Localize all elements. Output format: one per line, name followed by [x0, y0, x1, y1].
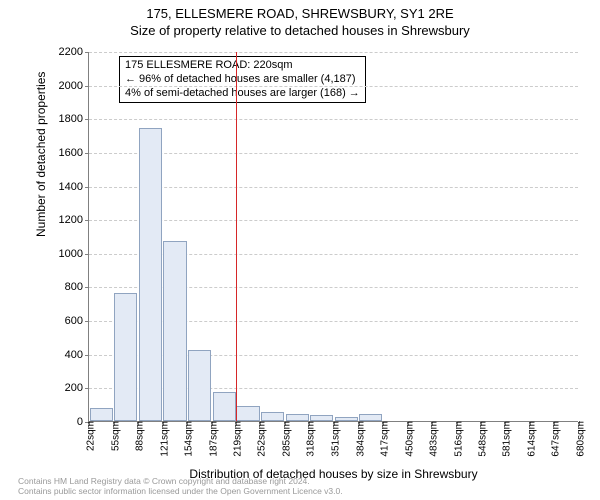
- gridline-h: [89, 52, 578, 53]
- histogram-bar: [310, 415, 333, 421]
- gridline-h: [89, 220, 578, 221]
- plot-area: Number of detached properties Distributi…: [88, 52, 578, 422]
- ytick-label: 2000: [59, 80, 89, 92]
- xtick-label: 252sqm: [253, 421, 268, 457]
- annotation-line: 4% of semi-detached houses are larger (1…: [125, 87, 360, 101]
- gridline-h: [89, 321, 578, 322]
- xtick-label: 351sqm: [327, 421, 342, 457]
- histogram-bar: [261, 412, 284, 421]
- chart-title-sub: Size of property relative to detached ho…: [0, 23, 600, 38]
- histogram-bar: [213, 392, 236, 421]
- xtick-label: 187sqm: [204, 421, 219, 457]
- footer-line1: Contains HM Land Registry data © Crown c…: [18, 476, 343, 486]
- annotation-box: 175 ELLESMERE ROAD: 220sqm← 96% of detac…: [119, 56, 366, 103]
- gridline-h: [89, 287, 578, 288]
- gridline-h: [89, 86, 578, 87]
- ytick-label: 1000: [59, 248, 89, 260]
- xtick-label: 88sqm: [131, 421, 146, 451]
- gridline-h: [89, 254, 578, 255]
- xtick-label: 516sqm: [449, 421, 464, 457]
- ytick-label: 200: [65, 382, 89, 394]
- ytick-label: 1600: [59, 147, 89, 159]
- histogram-bar: [335, 417, 358, 421]
- xtick-label: 483sqm: [425, 421, 440, 457]
- annotation-line: 175 ELLESMERE ROAD: 220sqm: [125, 59, 360, 73]
- ytick-label: 400: [65, 349, 89, 361]
- xtick-label: 55sqm: [106, 421, 121, 451]
- xtick-label: 285sqm: [277, 421, 292, 457]
- ytick-label: 1400: [59, 181, 89, 193]
- xtick-label: 614sqm: [522, 421, 537, 457]
- xtick-label: 417sqm: [376, 421, 391, 457]
- y-axis-label: Number of detached properties: [34, 71, 48, 236]
- gridline-h: [89, 187, 578, 188]
- gridline-h: [89, 355, 578, 356]
- xtick-label: 384sqm: [351, 421, 366, 457]
- histogram-bar: [114, 293, 137, 421]
- annotation-line: ← 96% of detached houses are smaller (4,…: [125, 73, 360, 87]
- chart-wrap: Number of detached properties Distributi…: [60, 52, 590, 450]
- chart-title-block: 175, ELLESMERE ROAD, SHREWSBURY, SY1 2RE…: [0, 0, 600, 38]
- xtick-label: 318sqm: [302, 421, 317, 457]
- histogram-bar: [139, 128, 162, 421]
- histogram-bar: [359, 414, 382, 421]
- xtick-label: 680sqm: [572, 421, 587, 457]
- xtick-label: 450sqm: [400, 421, 415, 457]
- histogram-bar: [163, 241, 186, 421]
- gridline-h: [89, 119, 578, 120]
- ytick-label: 1800: [59, 113, 89, 125]
- gridline-h: [89, 153, 578, 154]
- ytick-label: 600: [65, 315, 89, 327]
- footer-attribution: Contains HM Land Registry data © Crown c…: [18, 476, 343, 496]
- histogram-bar: [90, 408, 113, 421]
- xtick-label: 548sqm: [473, 421, 488, 457]
- ytick-label: 2200: [59, 46, 89, 58]
- histogram-bar: [188, 350, 211, 421]
- histogram-bar: [286, 414, 309, 421]
- xtick-label: 581sqm: [498, 421, 513, 457]
- footer-line2: Contains public sector information licen…: [18, 486, 343, 496]
- reference-line: [236, 52, 237, 421]
- xtick-label: 154sqm: [180, 421, 195, 457]
- chart-title-main: 175, ELLESMERE ROAD, SHREWSBURY, SY1 2RE: [0, 6, 600, 21]
- xtick-label: 121sqm: [155, 421, 170, 457]
- xtick-label: 219sqm: [228, 421, 243, 457]
- ytick-label: 800: [65, 281, 89, 293]
- xtick-label: 647sqm: [547, 421, 562, 457]
- gridline-h: [89, 388, 578, 389]
- histogram-bar: [236, 406, 259, 421]
- xtick-label: 22sqm: [82, 421, 97, 451]
- ytick-label: 1200: [59, 214, 89, 226]
